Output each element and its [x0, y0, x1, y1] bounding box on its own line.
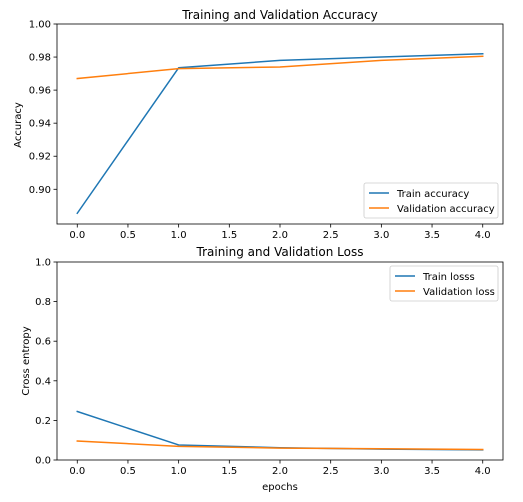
accuracy-x-tick-label: 4.0 [475, 230, 491, 241]
accuracy-x-tick-label: 1.5 [221, 230, 237, 241]
accuracy-x-tick-label: 0.0 [69, 230, 85, 241]
accuracy-x-tick-label: 3.0 [373, 230, 389, 241]
loss-y-tick-label: 0.6 [35, 337, 51, 348]
accuracy-y-tick-label: 0.96 [29, 86, 51, 97]
accuracy-y-tick-label: 1.00 [29, 20, 51, 31]
loss-x-tick-label: 3.5 [424, 466, 440, 477]
accuracy-legend: Train accuracy Validation accuracy [363, 182, 499, 219]
loss-legend-box [389, 265, 499, 302]
accuracy-y-tick-label: 0.98 [29, 53, 51, 64]
accuracy-x-tick-label: 2.0 [272, 230, 288, 241]
loss-y-tick-label: 0.2 [35, 416, 51, 427]
loss-x-tick-label: 1.0 [171, 466, 187, 477]
loss-x-tick-label: 3.0 [373, 466, 389, 477]
loss-plot-area: 0.0 0.5 1.0 1.5 2.0 2.5 3.0 3.5 4.0 0.0 0.2 0.4 0.6 0… [35, 258, 491, 478]
accuracy-y-tick-label: 0.94 [29, 119, 51, 130]
accuracy-axes-frame [56, 23, 504, 225]
loss-y-tick-label: 0.8 [35, 297, 51, 308]
loss-x-tick-label: 0.5 [120, 466, 136, 477]
loss-x-tick-label: 2.5 [323, 466, 339, 477]
loss-y-axis-label: Cross entropy [21, 326, 32, 395]
accuracy-y-tick-label: 0.92 [29, 152, 51, 163]
accuracy-series-line-train [76, 52, 484, 215]
loss-chart: Training and Validation Loss Cross entro… [21, 245, 504, 493]
loss-series-line-validation [76, 440, 484, 451]
accuracy-chart-title: Training and Validation Accuracy [181, 8, 377, 22]
accuracy-plot-area: 0.0 0.5 1.0 1.5 2.0 2.5 3.0 3.5 4.0 0.90 0.92 0.94 0… [29, 20, 491, 242]
accuracy-x-tick-label: 1.0 [171, 230, 187, 241]
loss-x-axis-label: epochs [262, 482, 298, 493]
accuracy-x-tick-label: 2.5 [323, 230, 339, 241]
accuracy-y-tick-label: 0.90 [29, 185, 51, 196]
loss-x-tick-label: 1.5 [221, 466, 237, 477]
loss-chart-title: Training and Validation Loss [196, 245, 364, 259]
legend-validation-loss-label: Validation loss [423, 287, 495, 298]
accuracy-y-axis-label: Accuracy [13, 102, 24, 148]
loss-y-tick-label: 0.0 [35, 456, 51, 467]
legend-train-loss-label: Train losss [422, 272, 475, 283]
loss-x-tick-label: 4.0 [475, 466, 491, 477]
accuracy-x-tick-label: 0.5 [120, 230, 136, 241]
accuracy-chart: Training and Validation Accuracy Accurac… [13, 8, 504, 242]
loss-x-tick-label: 0.0 [69, 466, 85, 477]
loss-y-tick-label: 1.0 [35, 258, 51, 269]
loss-x-tick-label: 2.0 [272, 466, 288, 477]
legend-validation-accuracy-label: Validation accuracy [397, 204, 495, 215]
accuracy-series-line-validation [76, 55, 484, 80]
loss-y-tick-label: 0.4 [35, 376, 51, 387]
legend-train-accuracy-label: Train accuracy [396, 189, 469, 200]
loss-legend: Train losss Validation loss [389, 265, 499, 302]
accuracy-x-tick-label: 3.5 [424, 230, 440, 241]
loss-axes-frame [56, 261, 504, 461]
accuracy-legend-box [363, 182, 499, 219]
